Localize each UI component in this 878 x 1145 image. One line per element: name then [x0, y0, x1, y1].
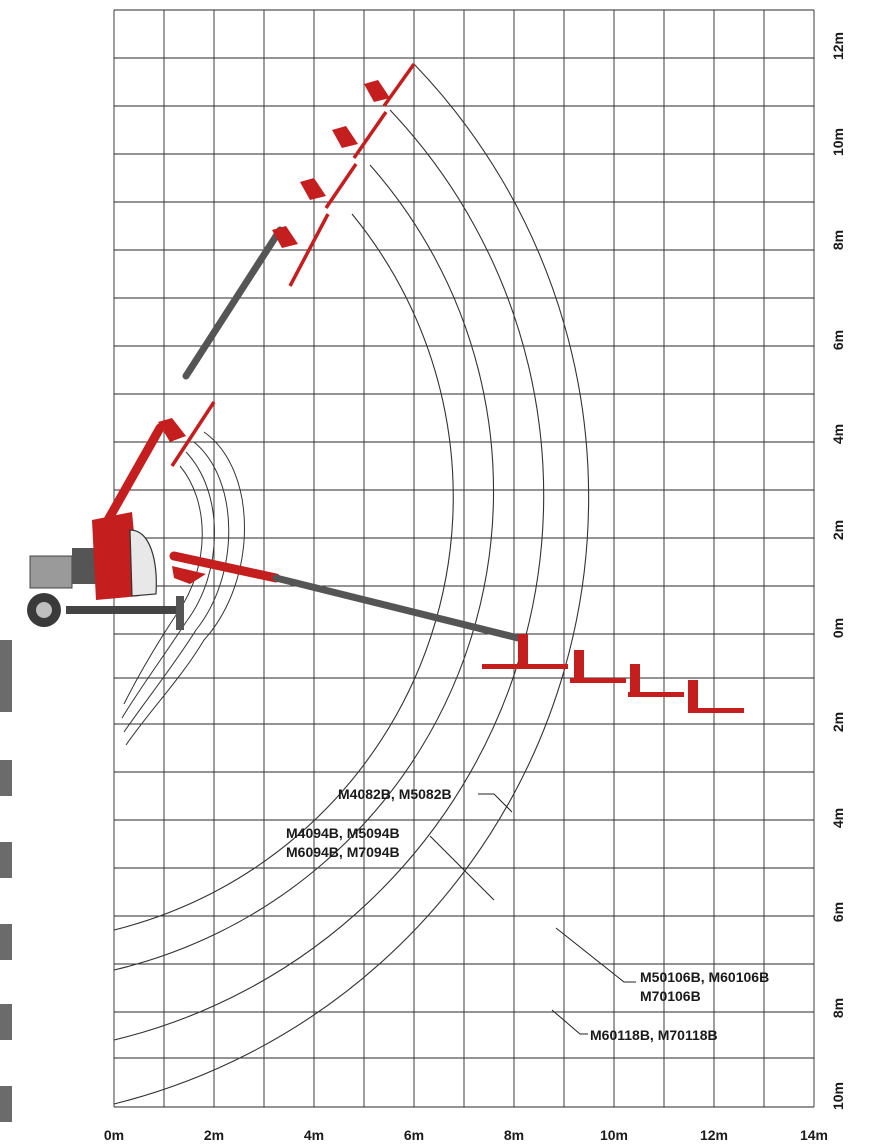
- y-axis-labels: 12m 10m 8m 6m 4m 2m 0m 2m 4m 6m 8m 10m: [830, 32, 846, 1110]
- fork-attachment: [158, 401, 216, 467]
- x-tick-label: 6m: [404, 1127, 424, 1143]
- fork-bar: [628, 692, 684, 697]
- inner-arc: [121, 451, 215, 719]
- y-tick-label: 12m: [830, 32, 846, 60]
- fork-head: [630, 664, 640, 694]
- x-tick-label: 10m: [600, 1127, 628, 1143]
- model-label: M4082B, M5082B: [338, 786, 452, 802]
- fork-head: [688, 680, 698, 710]
- reach-arc-m82: [113, 213, 454, 931]
- fork-position: [570, 650, 626, 683]
- fork-position: [482, 634, 568, 669]
- y-tick-label: 4m: [830, 808, 846, 828]
- x-tick-label: 8m: [504, 1127, 524, 1143]
- fork-bar: [324, 163, 358, 209]
- leader-m94: [429, 835, 495, 901]
- edge-block: [0, 640, 12, 712]
- fork-bar: [482, 664, 568, 669]
- crane-machine: [27, 226, 522, 642]
- fork-position: [628, 664, 684, 697]
- boom-telescopic-section: [272, 574, 522, 642]
- fork-head: [332, 126, 358, 148]
- fork-head: [574, 650, 584, 680]
- fork-bar: [570, 678, 626, 683]
- y-tick-label: 8m: [830, 998, 846, 1018]
- machine-body: [92, 512, 140, 600]
- y-tick-label: 2m: [830, 520, 846, 540]
- fork-position: [332, 111, 388, 159]
- y-tick-label: 6m: [830, 902, 846, 922]
- edge-block: [0, 1004, 12, 1040]
- model-label: M60118B, M70118B: [590, 1027, 718, 1043]
- operator-cab: [129, 529, 157, 597]
- x-tick-label: 0m: [104, 1127, 124, 1143]
- counterweight: [29, 555, 73, 589]
- fork-head: [518, 634, 528, 666]
- fork-position: [688, 680, 744, 713]
- fork-position: [364, 62, 416, 108]
- edge-block: [0, 760, 12, 796]
- leader-m106: [555, 927, 636, 983]
- leader-m118: [551, 1009, 588, 1035]
- edge-block: [0, 842, 12, 878]
- leader-m82: [478, 793, 513, 813]
- x-axis-labels: 0m 2m 4m 6m 8m 10m 12m 14m: [104, 1127, 828, 1143]
- wheel-hub: [36, 602, 52, 618]
- fork-bar: [352, 111, 388, 159]
- edge-block: [0, 1086, 12, 1122]
- y-tick-label: 10m: [830, 1082, 846, 1110]
- fork-bar: [688, 708, 744, 713]
- fork-head: [300, 178, 326, 200]
- boom-cylinder: [172, 566, 206, 584]
- fork-bar: [382, 62, 416, 108]
- y-tick-label: 2m: [830, 712, 846, 732]
- reach-arc-m94: [113, 164, 495, 971]
- fork-position: [272, 213, 330, 287]
- fork-bar: [288, 213, 330, 287]
- upright-boom-grey: [182, 226, 284, 380]
- y-tick-label: 6m: [830, 330, 846, 350]
- model-labels: M4082B, M5082B M4094B, M5094B M6094B, M7…: [286, 786, 769, 1043]
- label-leaders: [429, 793, 636, 1035]
- outrigger: [176, 596, 184, 630]
- reach-arc-m118: [113, 63, 590, 1105]
- fork-head: [364, 80, 390, 102]
- model-label: M50106B, M60106B: [640, 969, 769, 985]
- x-tick-label: 12m: [700, 1127, 728, 1143]
- fork-bar: [170, 401, 216, 467]
- model-label: M6094B, M7094B: [286, 844, 400, 860]
- y-tick-label: 10m: [830, 128, 846, 156]
- fork-position: [300, 163, 358, 209]
- grid: [113, 9, 815, 1108]
- model-label: M70106B: [640, 988, 701, 1004]
- y-tick-label: 8m: [830, 230, 846, 250]
- y-tick-label: 4m: [830, 424, 846, 444]
- left-edge-marks: [0, 640, 12, 1122]
- fork-head: [158, 418, 186, 442]
- trailer-frame: [66, 606, 182, 614]
- edge-block: [0, 924, 12, 960]
- inner-arc: [125, 431, 245, 746]
- fork-head: [272, 226, 298, 248]
- inner-arc: [123, 441, 230, 733]
- lowered-fork-positions: [482, 634, 744, 713]
- x-tick-label: 2m: [204, 1127, 224, 1143]
- y-tick-label: 0m: [830, 618, 846, 638]
- raised-fork-positions: [272, 62, 416, 287]
- upright-boom-red: [103, 423, 165, 525]
- engine-block: [72, 548, 98, 584]
- x-tick-label: 14m: [800, 1127, 828, 1143]
- x-tick-label: 4m: [304, 1127, 324, 1143]
- boom-red-section: [169, 551, 281, 583]
- model-label: M4094B, M5094B: [286, 825, 400, 841]
